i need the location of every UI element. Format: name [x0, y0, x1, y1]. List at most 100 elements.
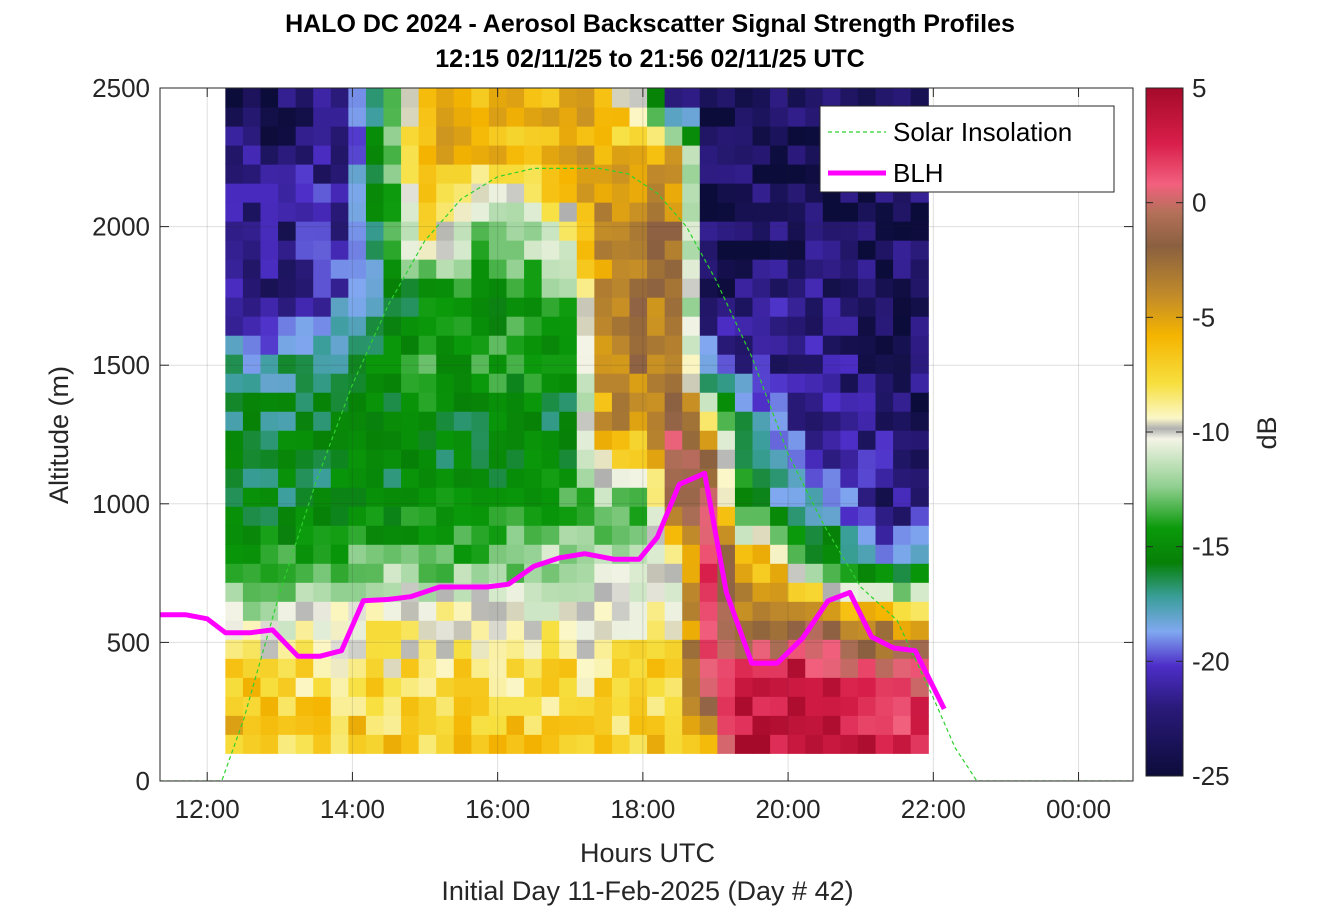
heatmap-cell — [401, 107, 420, 127]
heatmap-cell — [488, 601, 508, 621]
heatmap-cell — [893, 449, 912, 469]
heatmap-cell — [383, 487, 402, 507]
heatmap-cell — [875, 601, 894, 621]
heatmap-cell — [453, 620, 472, 640]
heatmap-cell — [682, 278, 701, 298]
heatmap-cell — [840, 696, 859, 716]
heatmap-cell — [805, 563, 824, 583]
heatmap-cell — [770, 601, 789, 621]
heatmap-cell — [594, 221, 613, 241]
heatmap-cell — [295, 259, 314, 279]
heatmap-cell — [383, 696, 402, 716]
heatmap-cell — [225, 677, 244, 697]
heatmap-cell — [682, 297, 701, 317]
heatmap-cell — [699, 601, 718, 621]
heatmap-cell — [594, 715, 613, 735]
heatmap-cell — [857, 658, 877, 678]
heatmap-cell — [822, 639, 841, 659]
heatmap-cell — [225, 183, 244, 203]
heatmap-cell — [699, 278, 718, 298]
heatmap-cell — [225, 525, 244, 545]
heatmap-cell — [559, 145, 578, 165]
heatmap-cell — [664, 373, 683, 393]
heatmap-cell — [295, 677, 314, 697]
heatmap-cell — [524, 335, 543, 355]
heatmap-cell — [647, 658, 666, 678]
heatmap-cell — [365, 278, 385, 298]
heatmap-cell — [717, 202, 736, 222]
heatmap-cell — [875, 88, 894, 108]
heatmap-cell — [664, 221, 683, 241]
heatmap-cell — [365, 107, 385, 127]
heatmap-cell — [418, 639, 437, 659]
heatmap-cell — [576, 525, 595, 545]
y-tick-label: 2500 — [92, 73, 150, 103]
heatmap-cell — [752, 107, 771, 127]
heatmap-cell — [260, 373, 279, 393]
heatmap-cell — [647, 601, 666, 621]
heatmap-cell — [436, 563, 455, 583]
heatmap-cell — [295, 430, 314, 450]
heatmap-cell — [893, 563, 912, 583]
heatmap-cell — [699, 544, 718, 564]
heatmap-cell — [260, 278, 279, 298]
heatmap-cell — [348, 487, 367, 507]
heatmap-cell — [770, 202, 789, 222]
heatmap-cell — [488, 183, 508, 203]
heatmap-cell — [471, 696, 490, 716]
heatmap-cell — [506, 468, 525, 488]
heatmap-cell — [313, 221, 332, 241]
heatmap-cell — [295, 183, 314, 203]
heatmap-cell — [330, 126, 349, 146]
heatmap-cell — [840, 297, 859, 317]
heatmap-cell — [734, 126, 754, 146]
heatmap-cell — [787, 734, 806, 754]
heatmap-cell — [506, 392, 525, 412]
heatmap-cell — [401, 468, 420, 488]
x-tick-label: 16:00 — [465, 794, 530, 824]
heatmap-cell — [910, 411, 929, 431]
heatmap-cell — [611, 240, 631, 260]
heatmap-cell — [348, 183, 367, 203]
heatmap-cell — [260, 164, 279, 184]
heatmap-cell — [260, 126, 279, 146]
heatmap-cell — [752, 411, 771, 431]
heatmap-cell — [822, 468, 841, 488]
heatmap-cell — [295, 620, 314, 640]
heatmap-cell — [471, 240, 490, 260]
heatmap-cell — [734, 430, 754, 450]
heatmap-cell — [225, 620, 244, 640]
heatmap-cell — [488, 88, 508, 108]
heatmap-cell — [295, 658, 314, 678]
heatmap-cell — [436, 183, 455, 203]
heatmap-cell — [893, 373, 912, 393]
heatmap-cell — [770, 354, 789, 374]
heatmap-cell — [611, 658, 631, 678]
heatmap-cell — [313, 601, 332, 621]
heatmap-cell — [365, 506, 385, 526]
heatmap-cell — [647, 107, 666, 127]
heatmap-cell — [524, 658, 543, 678]
heatmap-cell — [664, 696, 683, 716]
heatmap-cell — [805, 297, 824, 317]
heatmap-cell — [559, 468, 578, 488]
heatmap-cell — [488, 715, 508, 735]
heatmap-cell — [770, 468, 789, 488]
heatmap-cell — [805, 183, 824, 203]
heatmap-cell — [471, 392, 490, 412]
heatmap-cell — [734, 696, 754, 716]
heatmap-cell — [418, 297, 437, 317]
heatmap-cell — [453, 392, 472, 412]
heatmap-cell — [699, 221, 718, 241]
heatmap-cell — [699, 259, 718, 279]
heatmap-cell — [365, 164, 385, 184]
heatmap-cell — [541, 582, 560, 602]
heatmap-cell — [787, 696, 806, 716]
heatmap-cell — [734, 202, 754, 222]
heatmap-cell — [295, 601, 314, 621]
heatmap-cell — [313, 259, 332, 279]
heatmap-cell — [242, 430, 262, 450]
heatmap-cell — [734, 392, 754, 412]
heatmap-cell — [471, 487, 490, 507]
